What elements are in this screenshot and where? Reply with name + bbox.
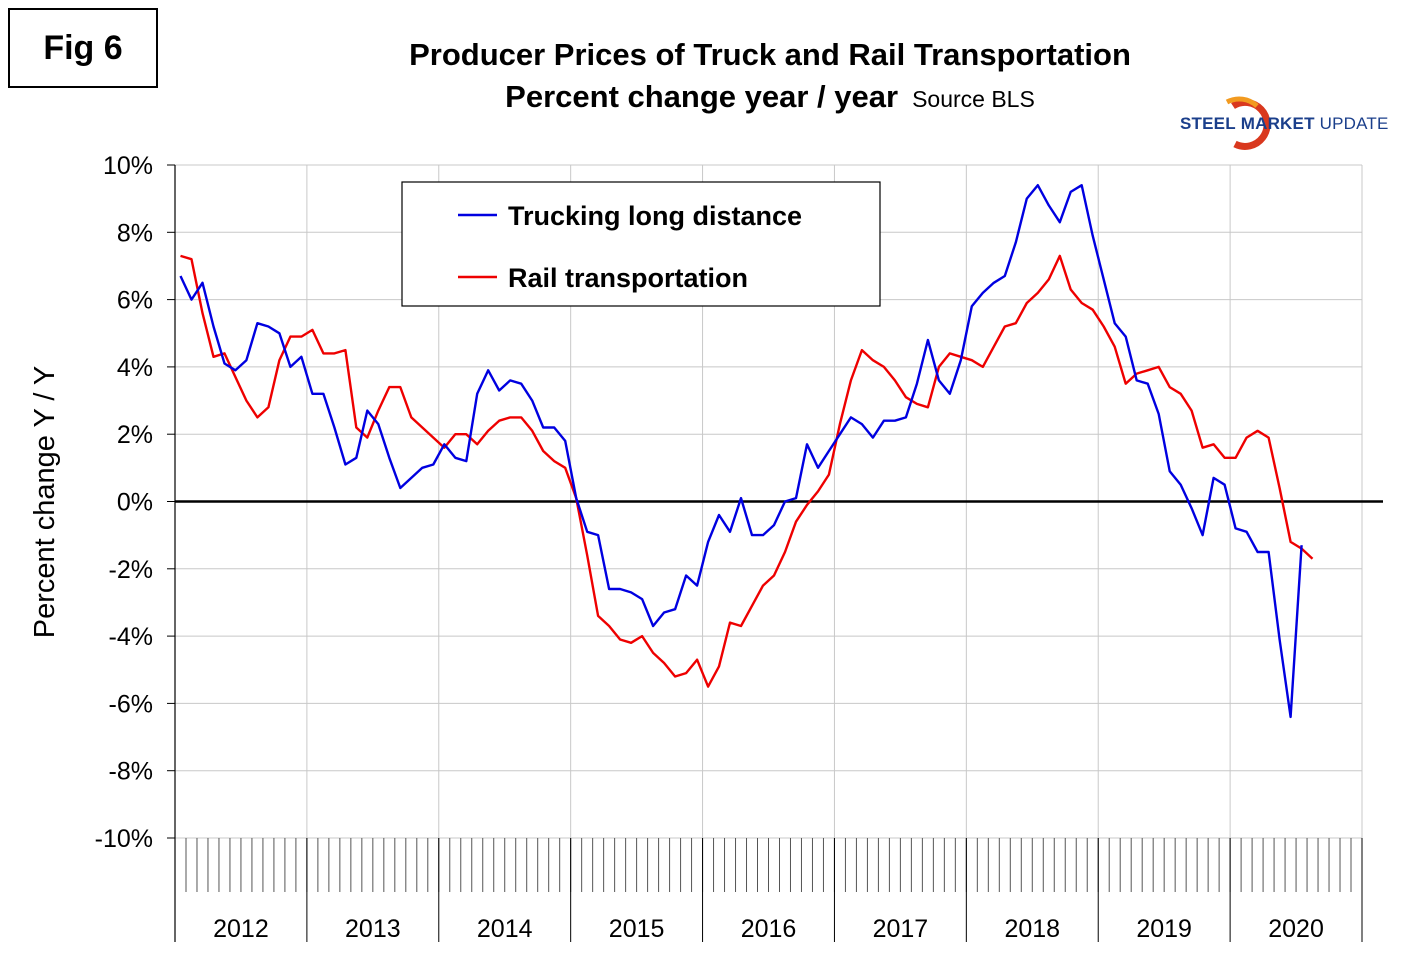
- logo-swoosh-icon: [1225, 96, 1271, 150]
- chart-title: Producer Prices of Truck and Rail Transp…: [409, 37, 1131, 72]
- x-year-label: 2020: [1268, 915, 1324, 943]
- legend: Trucking long distance Rail transportati…: [401, 181, 881, 307]
- y-tick-label: -10%: [95, 825, 153, 853]
- x-year-label: 2014: [477, 915, 533, 943]
- y-tick-label: 0%: [117, 489, 153, 517]
- x-year-label: 2013: [345, 915, 401, 943]
- legend-label-trucking: Trucking long distance: [508, 201, 802, 231]
- series-lines: [179, 183, 1314, 719]
- series-line-rail: [180, 254, 1314, 688]
- x-year-label: 2012: [213, 915, 269, 943]
- x-year-label: 2015: [609, 915, 665, 943]
- steel-market-update-logo: STEEL MARKET UPDATE: [1175, 92, 1390, 154]
- chart-subtitle-row: Percent change year / year Source BLS: [330, 76, 1210, 124]
- legend-label-rail: Rail transportation: [508, 263, 748, 293]
- logo-text: STEEL MARKET UPDATE: [1180, 114, 1389, 134]
- x-axis: 2012 2013 2014 2015 2016 2017 2018 2019 2020: [174, 165, 1383, 943]
- figure-label: Fig 6: [8, 8, 158, 88]
- y-tick-label: -4%: [109, 623, 153, 651]
- legend-box: [401, 181, 881, 307]
- y-tick-label: 6%: [117, 287, 153, 315]
- y-tick-labels: 10% 8% 6% 4% 2% 0% -2% -4% -6% -8% -10%: [95, 152, 153, 853]
- y-tick-label: 4%: [117, 354, 153, 382]
- y-tick-label: -6%: [109, 690, 153, 718]
- x-year-label: 2019: [1136, 915, 1192, 943]
- y-tick-label: -2%: [109, 556, 153, 584]
- y-tick-label: -8%: [109, 758, 153, 786]
- logo-word-update: UPDATE: [1319, 114, 1389, 133]
- x-year-label: 2017: [873, 915, 929, 943]
- y-tick-label: 8%: [117, 219, 153, 247]
- x-year-label: 2016: [741, 915, 797, 943]
- y-tick-label: 2%: [117, 421, 153, 449]
- series-line-trucking: [179, 183, 1303, 719]
- chart-subtitle: Percent change year / year: [505, 79, 899, 114]
- y-tick-label: 10%: [103, 152, 153, 180]
- x-year-label: 2018: [1004, 915, 1060, 943]
- logo-word-steel: STEEL: [1180, 114, 1236, 133]
- logo-word-market: MARKET: [1240, 114, 1315, 133]
- y-axis-label: Percent change Y / Y: [29, 366, 61, 638]
- source-note: Source BLS: [912, 86, 1035, 112]
